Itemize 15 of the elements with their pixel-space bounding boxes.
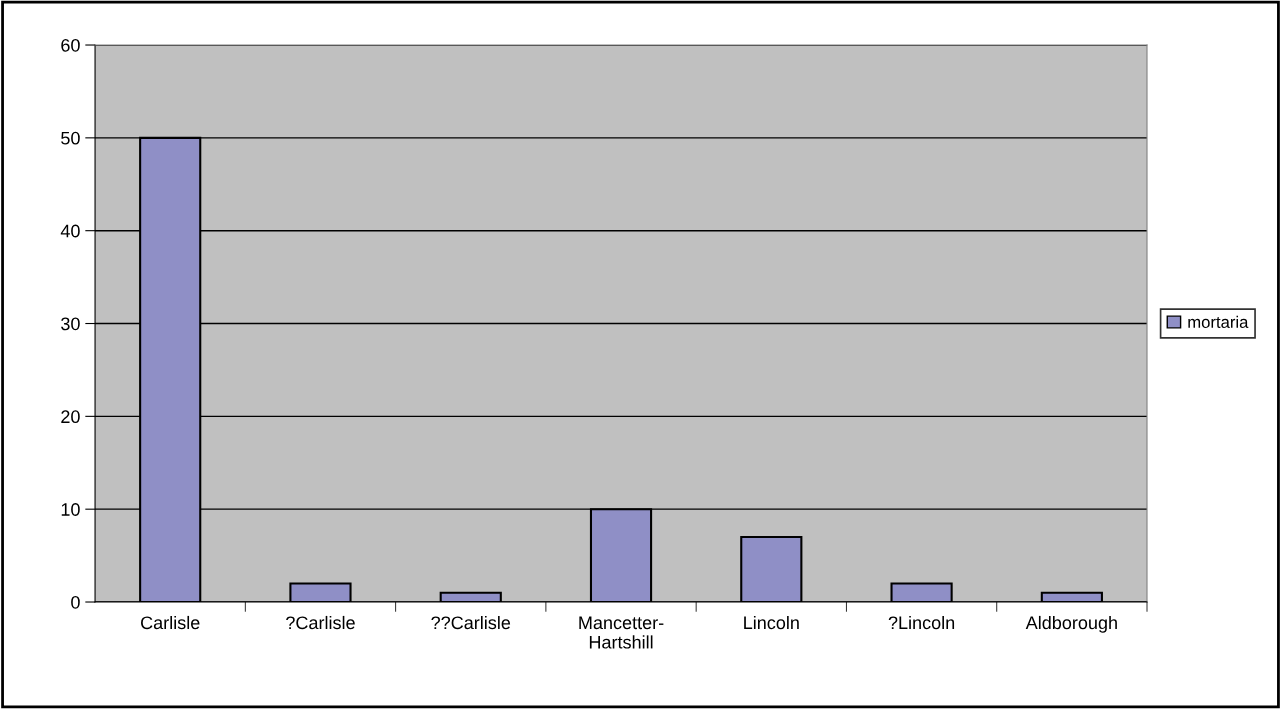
x-tick-label: ??Carlisle [431, 615, 511, 630]
x-tick-label: Lincoln [744, 615, 799, 630]
y-tick-label: 60 [61, 38, 80, 52]
y-tick-label: 50 [61, 131, 80, 145]
legend-label: mortaria [1188, 315, 1249, 328]
x-tick-label: Aldborough [1025, 615, 1117, 633]
y-tick-label: 40 [60, 224, 80, 238]
x-tick-label: Mancetter- Hartshill [579, 616, 664, 649]
y-tick-label: 0 [71, 595, 80, 609]
x-tick-label: ?Carlisle [286, 615, 355, 630]
x-tick-label: ?Lincoln [888, 615, 955, 630]
y-tick-label: 30 [61, 317, 80, 331]
y-tick-label: 20 [61, 410, 80, 424]
x-tick-label: Carlisle [141, 615, 200, 630]
y-tick-label: 10 [61, 503, 80, 516]
